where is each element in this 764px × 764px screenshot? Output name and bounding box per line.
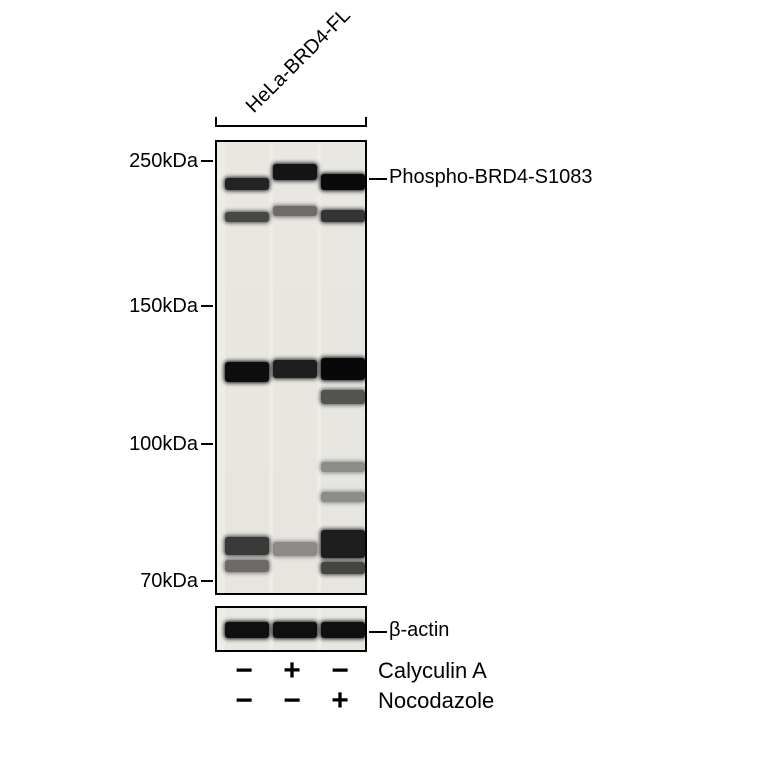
lane-shade <box>273 608 317 650</box>
mw-label-150: 150kDa <box>118 295 198 318</box>
treatment-sign: − <box>280 690 304 712</box>
treatment-label-calyculin: Calyculin A <box>378 658 487 684</box>
annotation-phospho-brd4: Phospho-BRD4-S1083 <box>389 166 592 189</box>
bracket-right-tick <box>365 117 367 125</box>
treatment-sign: − <box>232 690 256 712</box>
western-blot-figure: HeLa-BRD4-FL 250kDa 150kDa 100kDa 70kDa … <box>0 0 764 764</box>
main-blot <box>215 140 367 595</box>
mw-tick <box>201 443 213 445</box>
bracket-horizontal <box>215 125 367 127</box>
treatment-sign: + <box>328 690 352 712</box>
mw-label-250: 250kDa <box>118 150 198 173</box>
annotation-tick <box>369 178 387 180</box>
mw-tick <box>201 580 213 582</box>
treatment-label-nocodazole: Nocodazole <box>378 688 494 714</box>
treatment-sign: − <box>232 660 256 682</box>
mw-label-100: 100kDa <box>118 433 198 456</box>
lane-shade <box>225 142 269 593</box>
sample-label: HeLa-BRD4-FL <box>242 4 356 118</box>
lane-shade <box>321 142 365 593</box>
lane-shade <box>273 142 317 593</box>
mw-tick <box>201 160 213 162</box>
treatment-sign: + <box>280 660 304 682</box>
mw-label-70: 70kDa <box>128 570 198 593</box>
lane-shade <box>321 608 365 650</box>
bracket-left-tick <box>215 117 217 125</box>
annotation-beta-actin: β-actin <box>389 619 449 642</box>
mw-tick <box>201 305 213 307</box>
loading-control-blot <box>215 606 367 652</box>
treatment-sign: − <box>328 660 352 682</box>
lane-shade <box>225 608 269 650</box>
annotation-tick <box>369 631 387 633</box>
